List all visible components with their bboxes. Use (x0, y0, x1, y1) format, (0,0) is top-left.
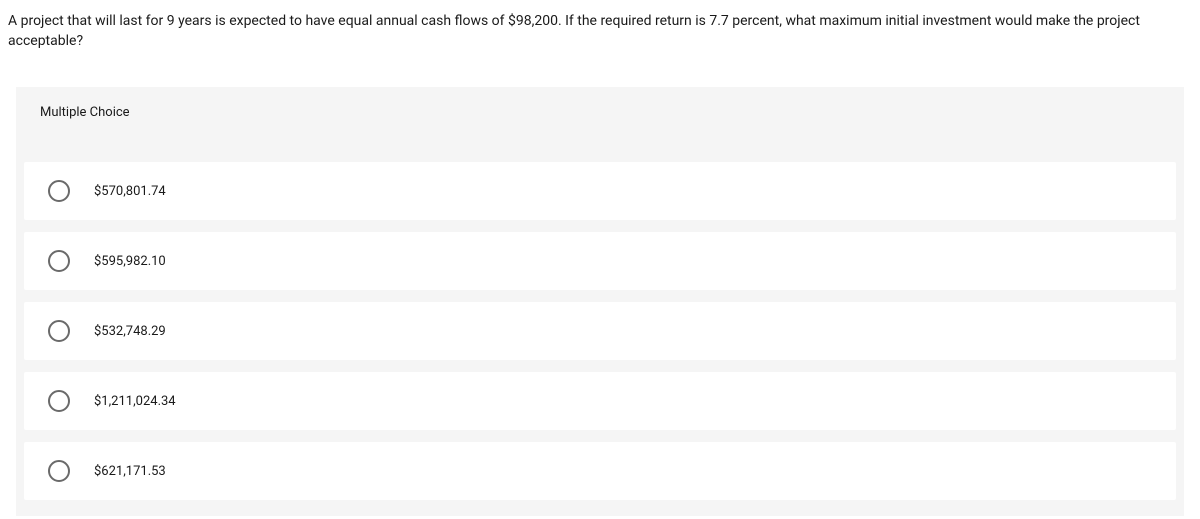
radio-icon[interactable] (48, 320, 70, 342)
option-label: $532,748.29 (94, 324, 166, 339)
option-row[interactable]: $570,801.74 (24, 162, 1176, 220)
quiz-container: Multiple Choice $570,801.74 $595,982.10 … (16, 87, 1184, 516)
radio-icon[interactable] (48, 250, 70, 272)
question-text: A project that will last for 9 years is … (0, 0, 1200, 63)
option-row[interactable]: $532,748.29 (24, 302, 1176, 360)
option-row[interactable]: $621,171.53 (24, 442, 1176, 500)
option-label: $570,801.74 (94, 184, 166, 199)
option-label: $595,982.10 (94, 254, 166, 269)
option-label: $621,171.53 (94, 464, 166, 479)
option-label: $1,211,024.34 (94, 394, 176, 409)
option-row[interactable]: $595,982.10 (24, 232, 1176, 290)
radio-icon[interactable] (48, 460, 70, 482)
option-row[interactable]: $1,211,024.34 (24, 372, 1176, 430)
options-area: $570,801.74 $595,982.10 $532,748.29 $1,2… (16, 162, 1184, 516)
radio-icon[interactable] (48, 390, 70, 412)
multiple-choice-header: Multiple Choice (16, 87, 1184, 138)
radio-icon[interactable] (48, 180, 70, 202)
